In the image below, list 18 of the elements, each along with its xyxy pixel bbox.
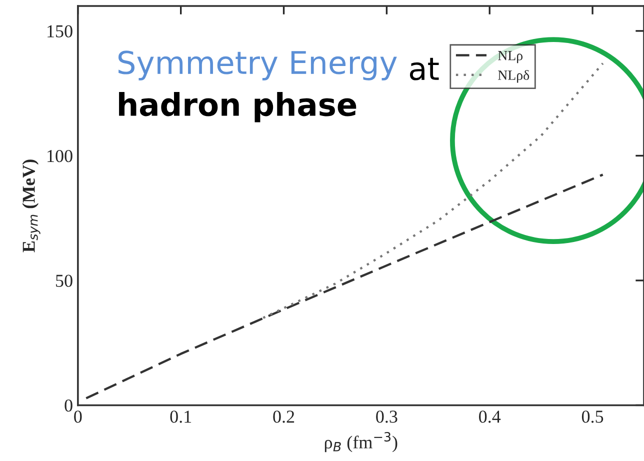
x-tick-label: 0 bbox=[74, 410, 82, 423]
x-tick-label: 0.4 bbox=[479, 410, 501, 423]
line-series bbox=[85, 174, 604, 400]
y-tick-label: 0 bbox=[64, 399, 72, 412]
legend-label: NLρδ bbox=[498, 70, 530, 83]
x-tick-label: 0.3 bbox=[376, 410, 398, 423]
y-tick-label: 50 bbox=[56, 274, 72, 287]
x-tick-label: 0.1 bbox=[170, 410, 192, 423]
annotation: Symmetry Energy bbox=[118, 50, 397, 80]
y-tick-label: 100 bbox=[48, 150, 72, 162]
y-tick-label: 150 bbox=[48, 25, 72, 38]
annotation: hadron phase bbox=[119, 92, 356, 122]
x-tick-label: 0.2 bbox=[273, 410, 294, 423]
annotation: at bbox=[410, 58, 439, 80]
legend-label: NLρ bbox=[498, 51, 522, 64]
y-axis-title: E$_{sym}$ (MeV) bbox=[22, 160, 40, 252]
x-tick-label: 0.5 bbox=[582, 410, 604, 423]
x-axis-title: ρ$_{B}$ (fm$^{−3}$) bbox=[324, 432, 398, 452]
